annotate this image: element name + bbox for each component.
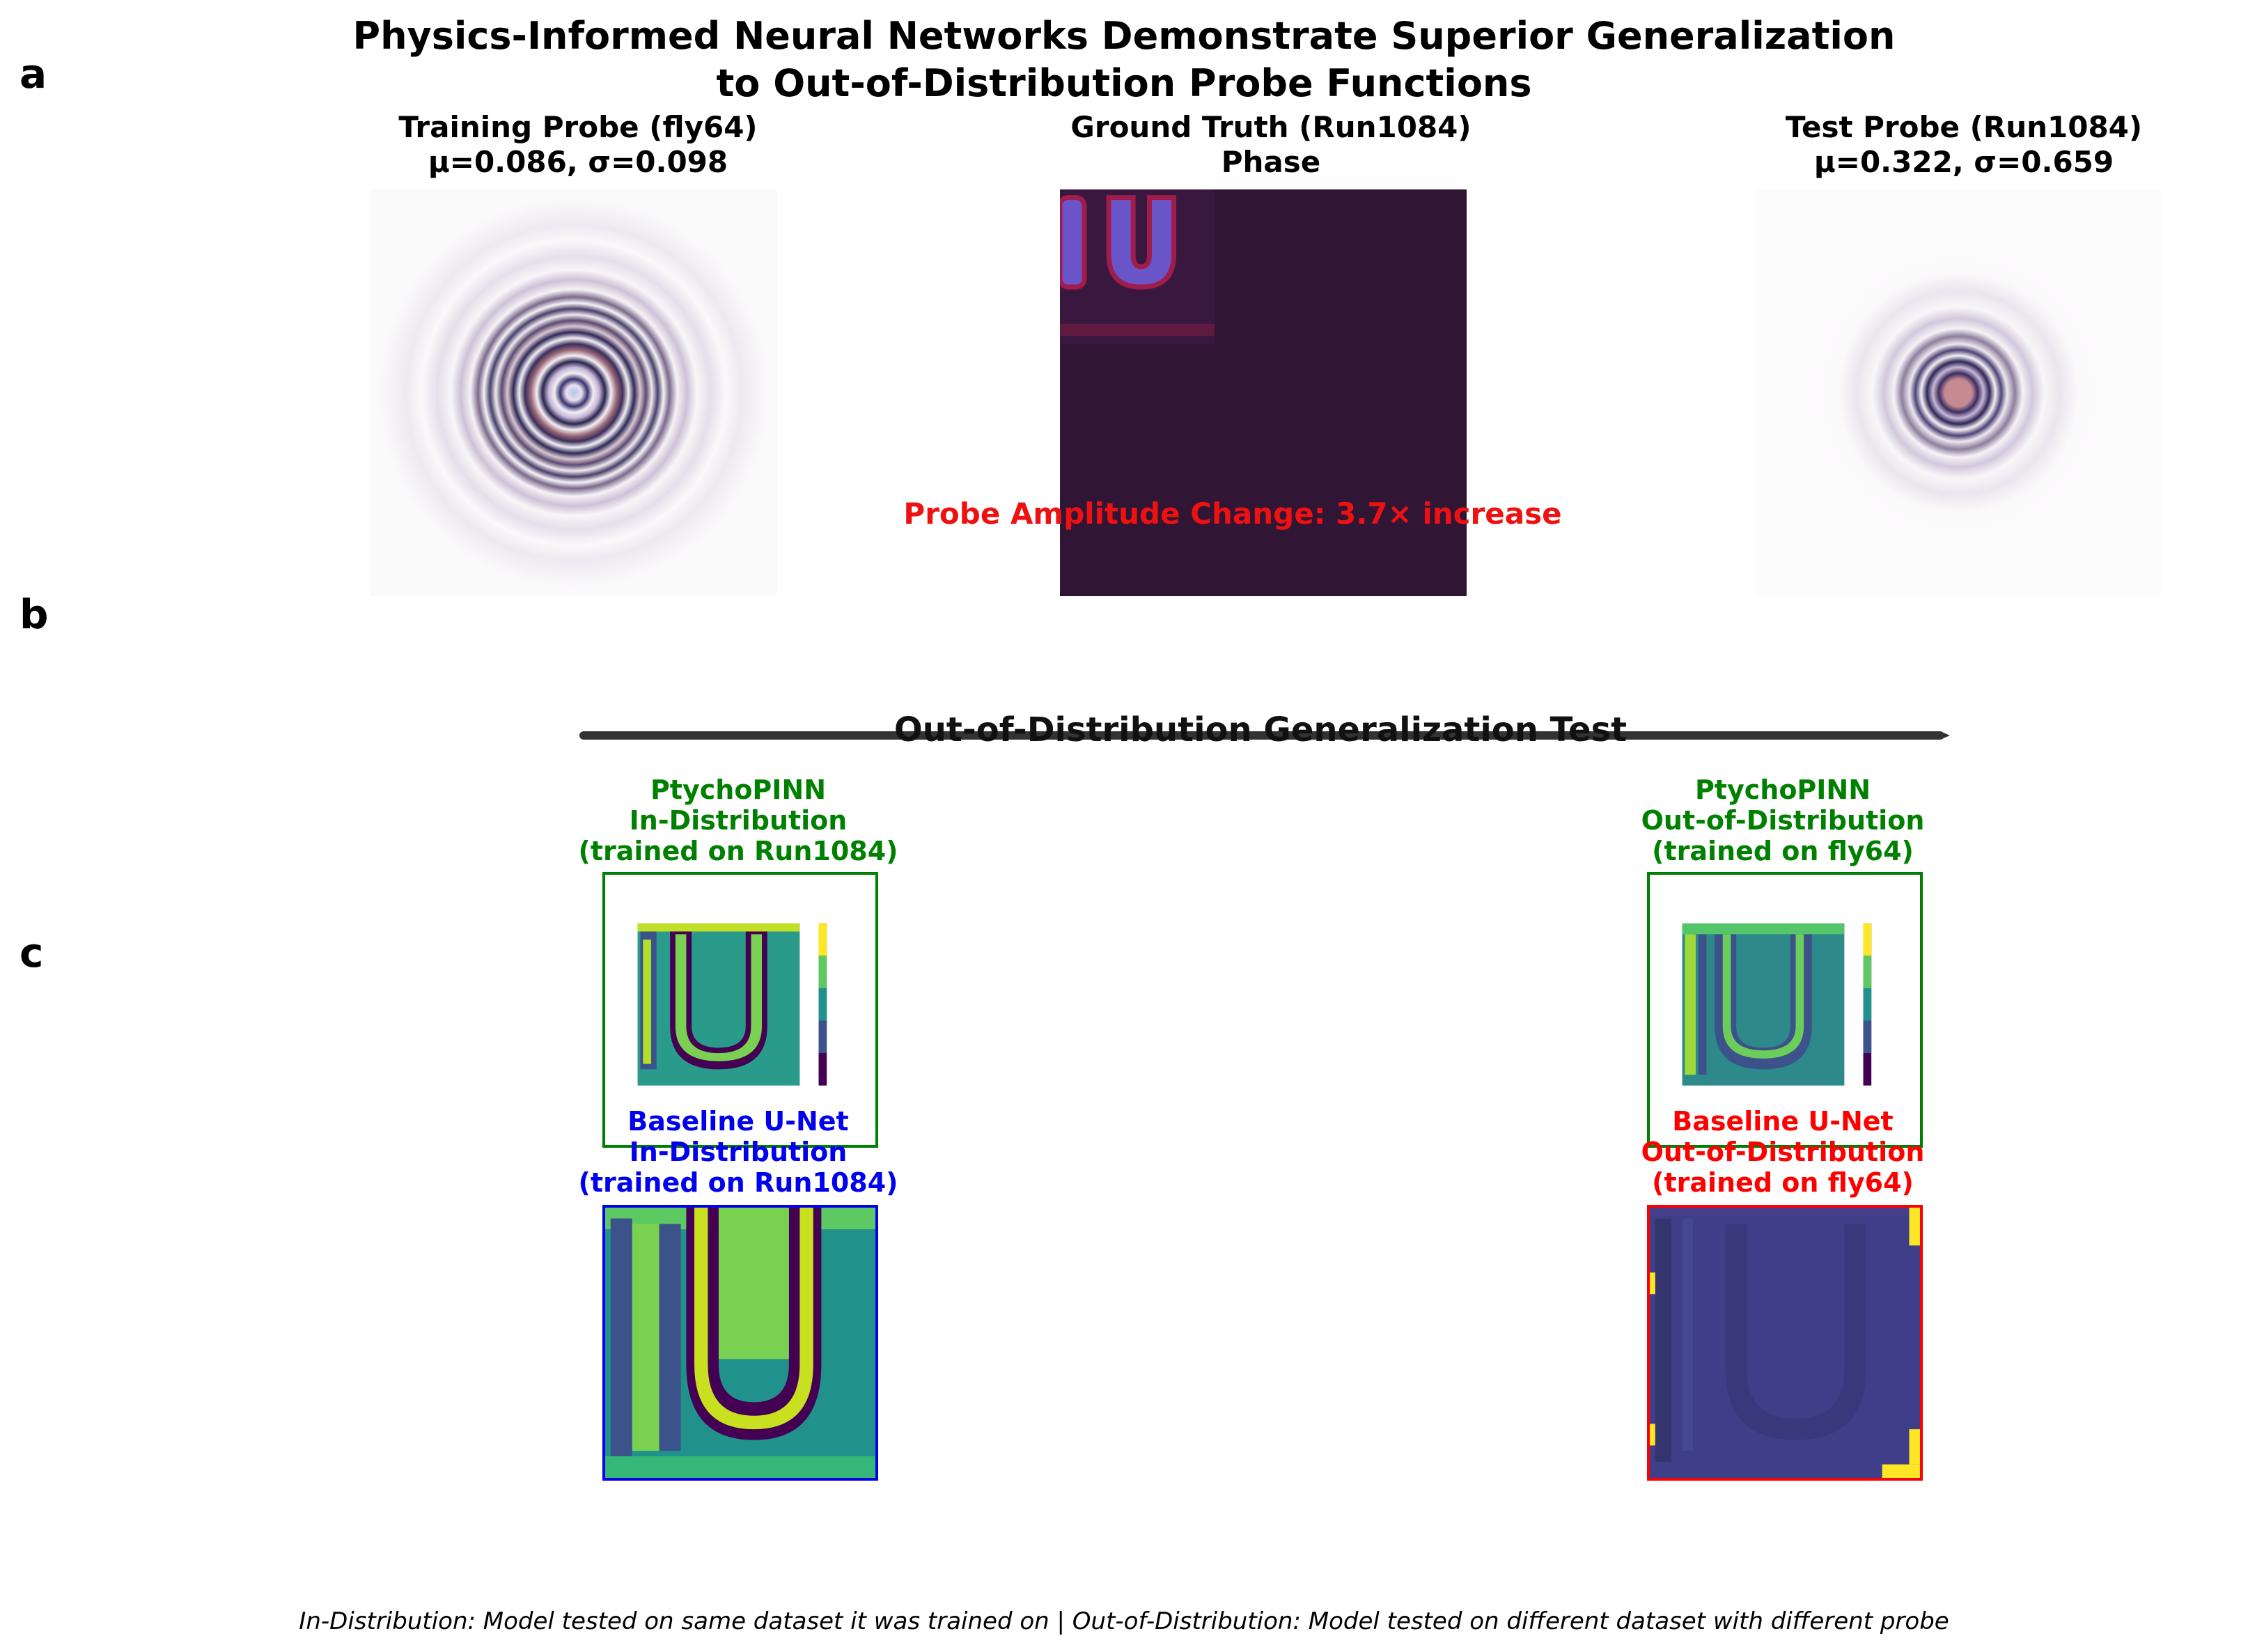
ground-truth-title-line2: Phase <box>1221 145 1321 179</box>
unet-in-dist-line1: Baseline U-Net <box>627 1106 849 1137</box>
ptychopinn-ood-image <box>1647 872 1923 1148</box>
ptychopinn-in-dist-line1: PtychoPINN <box>650 774 827 805</box>
training-probe-title: Training Probe (fly64) μ=0.086, σ=0.098 <box>334 110 822 180</box>
ground-truth-title: Ground Truth (Run1084) Phase <box>1017 110 1525 180</box>
unet-in-dist-label: Baseline U-Net In-Distribution (trained … <box>529 1106 947 1198</box>
ptychopinn-in-dist-label: PtychoPINN In-Distribution (trained on R… <box>529 774 947 866</box>
panel-label-c: c <box>19 929 44 976</box>
test-probe-title-line1: Test Probe (Run1084) <box>1785 110 2143 144</box>
figure-title: Physics-Informed Neural Networks Demonst… <box>0 13 2248 107</box>
ptychopinn-ood-line1: PtychoPINN <box>1694 774 1871 805</box>
ground-truth-title-line1: Ground Truth (Run1084) <box>1070 110 1472 144</box>
unet-ood-line1: Baseline U-Net <box>1672 1106 1894 1137</box>
test-probe-stats: μ=0.322, σ=0.659 <box>1813 145 2114 179</box>
generalization-arrow <box>579 731 1950 740</box>
test-probe-image <box>1755 189 2162 596</box>
panel-label-b: b <box>19 591 49 638</box>
panel-label-a: a <box>19 50 47 98</box>
test-probe-title: Test Probe (Run1084) μ=0.322, σ=0.659 <box>1713 110 2215 180</box>
unet-ood-image <box>1647 1205 1923 1481</box>
ptychopinn-ood-line3: (trained on fly64) <box>1652 836 1914 866</box>
unet-ood-label: Baseline U-Net Out-of-Distribution (trai… <box>1574 1106 1992 1198</box>
unet-in-dist-line3: (trained on Run1084) <box>578 1167 898 1198</box>
ptychopinn-in-dist-line2: In-Distribution <box>629 805 848 836</box>
footer-note: In-Distribution: Model tested on same da… <box>299 1607 1949 1635</box>
unet-ood-line2: Out-of-Distribution <box>1641 1137 1925 1167</box>
unet-in-dist-image <box>602 1205 878 1481</box>
ptychopinn-in-dist-image <box>602 872 878 1148</box>
unet-in-dist-line2: In-Distribution <box>629 1137 848 1167</box>
unet-ood-line3: (trained on fly64) <box>1652 1167 1914 1198</box>
training-probe-title-line1: Training Probe (fly64) <box>398 110 758 144</box>
ptychopinn-in-dist-line3: (trained on Run1084) <box>578 836 898 866</box>
figure-title-line2: to Out-of-Distribution Probe Functions <box>716 61 1532 105</box>
ground-truth-phase-image <box>1060 189 1467 596</box>
figure-title-line1: Physics-Informed Neural Networks Demonst… <box>352 14 1896 58</box>
ood-test-header: Out-of-Distribution Generalization Test <box>893 710 1628 749</box>
training-probe-stats: μ=0.086, σ=0.098 <box>428 145 728 179</box>
probe-amplitude-change-label: Probe Amplitude Change: 3.7× increase <box>903 497 1562 531</box>
ptychopinn-ood-label: PtychoPINN Out-of-Distribution (trained … <box>1574 774 1992 866</box>
training-probe-image <box>370 189 777 596</box>
ptychopinn-ood-line2: Out-of-Distribution <box>1641 805 1925 836</box>
